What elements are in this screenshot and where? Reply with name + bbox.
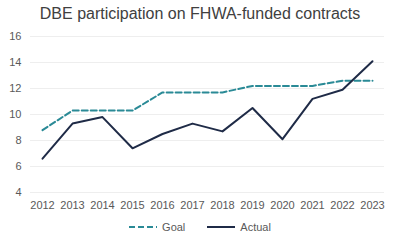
svg-text:2020: 2020 [270, 199, 294, 211]
html-text:Goal: Goal [162, 221, 186, 233]
svg-text:2019: 2019 [240, 199, 264, 211]
html-text:Actual: Actual [240, 221, 271, 233]
svg-text:14: 14 [9, 56, 21, 68]
svg-text:2014: 2014 [90, 199, 114, 211]
svg-text:2015: 2015 [120, 199, 144, 211]
svg-text:12: 12 [9, 82, 21, 94]
svg-text:2018: 2018 [210, 199, 234, 211]
html-text:DBE participation on FHWA-fund: DBE participation on FHWA-funded contrac… [39, 5, 361, 22]
svg-text:2021: 2021 [300, 199, 324, 211]
svg-text:4: 4 [15, 186, 21, 198]
svg-text:2016: 2016 [150, 199, 174, 211]
svg-text:8: 8 [15, 134, 21, 146]
svg-text:2017: 2017 [180, 199, 204, 211]
svg-text:10: 10 [9, 108, 21, 120]
svg-text:2012: 2012 [30, 199, 54, 211]
svg-text:6: 6 [15, 160, 21, 172]
svg-text:2023: 2023 [360, 199, 384, 211]
svg-text:2013: 2013 [60, 199, 84, 211]
svg-text:16: 16 [9, 30, 21, 42]
svg-text:2022: 2022 [330, 199, 354, 211]
